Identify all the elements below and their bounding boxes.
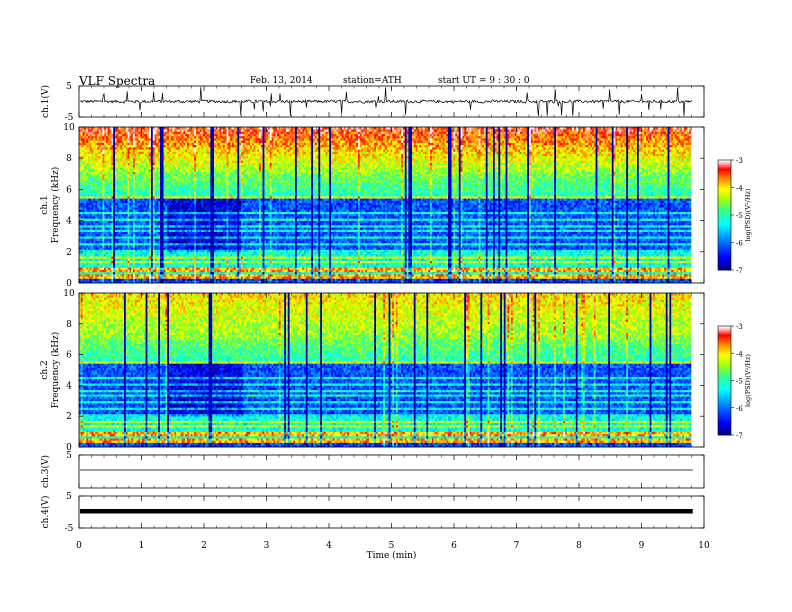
ch1-spectrogram-colorbar-tick-label: -7	[736, 267, 743, 275]
ch2-spectrogram-image	[79, 293, 691, 447]
ch2-spectrogram-colorbar-tick-label: -6	[736, 405, 743, 413]
ch4-waveform-ylabel: ch.4(V)	[40, 496, 51, 529]
ch1-spectrogram-ytick-label: 8	[66, 154, 72, 164]
ch1-waveform-ytick-label: -5	[65, 113, 74, 123]
ch1-spectrogram-colorbar-label: log(PSD)(V²/Hz)	[744, 188, 752, 241]
ch1-waveform-ylabel: ch.1(V)	[40, 85, 51, 118]
x-tick-label: 1	[139, 541, 145, 551]
x-tick-label: 4	[326, 541, 332, 551]
ch2-spectrogram-colorbar-tick-label: -7	[736, 432, 743, 440]
ch2-spectrogram-ytick-label: 8	[66, 320, 72, 330]
ch2-spectrogram-colorbar-tick-label: -4	[736, 350, 743, 358]
x-tick-label: 3	[264, 541, 270, 551]
ch1-spectrogram-ytick-label: 6	[66, 185, 72, 195]
ch1-spectrogram-colorbar-tick-label: -5	[736, 212, 743, 220]
ch2-spectrogram-ytick-label: 2	[66, 412, 72, 422]
ch1-spectrogram-ytick-label: 10	[63, 123, 75, 133]
ch2-spectrogram-channel-label: ch.2	[40, 360, 50, 379]
ch4-waveform-ytick-label: -5	[65, 524, 74, 534]
x-tick-label: 5	[389, 541, 395, 551]
x-tick-label: 9	[639, 541, 645, 551]
ch3-waveform-ytick-label: 5	[66, 451, 72, 461]
x-tick-label: 10	[698, 541, 710, 551]
ch1-spectrogram-ytick-label: 2	[66, 248, 72, 258]
plot-area: 5-5ch.1(V)0246810ch.1 Frequency (kHz)-3-4…	[0, 0, 792, 612]
ch2-spectrogram-colorbar-tick-label: -3	[736, 323, 743, 331]
ch1-spectrogram-ytick-label: 4	[66, 217, 72, 227]
x-axis-label: Time (min)	[367, 550, 417, 561]
ch1-waveform-trace	[80, 87, 692, 116]
ch4-waveform-trace	[80, 509, 693, 514]
x-tick-label: 0	[76, 541, 82, 551]
ch1-spectrogram-channel-label: ch.1	[40, 195, 50, 214]
ch1-spectrogram-colorbar-tick-label: -4	[736, 185, 743, 193]
x-tick-label: 2	[201, 541, 207, 551]
ch1-spectrogram-image	[79, 127, 691, 283]
ch2-spectrogram-ytick-label: 10	[63, 289, 75, 299]
ch2-spectrogram-ytick-label: 4	[66, 381, 72, 391]
ch2-spectrogram-ytick-label: 6	[66, 351, 72, 361]
ch1-spectrogram-ylabel: Frequency (kHz)	[50, 167, 61, 244]
x-tick-label: 7	[514, 541, 520, 551]
ch2-spectrogram-colorbar-tick-label: -5	[736, 378, 743, 386]
ch1-spectrogram-colorbar-tick-label: -3	[736, 157, 743, 165]
ch2-spectrogram-colorbar-label: log(PSD)(V²/Hz)	[744, 354, 752, 407]
x-tick-label: 6	[451, 541, 457, 551]
ch1-waveform-ytick-label: 5	[66, 82, 72, 92]
x-tick-label: 8	[576, 541, 582, 551]
ch1-spectrogram-ytick-label: 0	[66, 279, 72, 289]
vlf-spectra-figure: VLF Spectra Feb. 13, 2014 station=ATH st…	[0, 0, 792, 612]
ch4-waveform-ytick-label: 5	[66, 492, 72, 502]
ch3-waveform-ylabel: ch.3(V)	[40, 455, 51, 488]
ch2-spectrogram-ylabel: Frequency (kHz)	[50, 332, 61, 409]
ch1-spectrogram-colorbar-tick-label: -6	[736, 240, 743, 248]
